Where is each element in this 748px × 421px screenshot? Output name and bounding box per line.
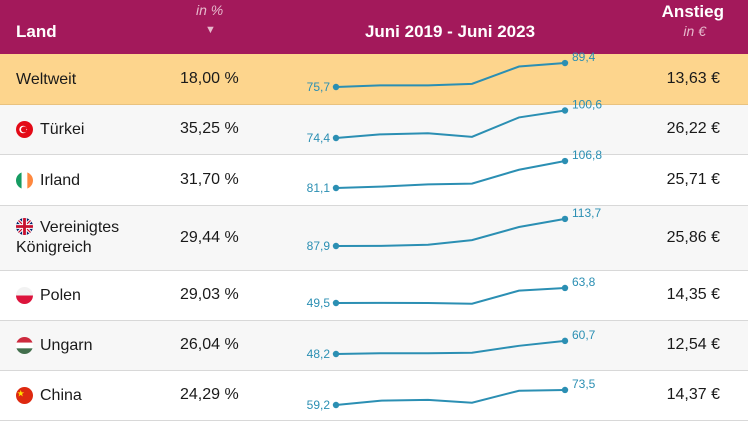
end-value-label: 100,6 <box>572 97 602 111</box>
end-value-label: 113,7 <box>572 206 601 220</box>
end-point <box>561 337 569 345</box>
start-point <box>332 299 340 307</box>
table-row[interactable]: Vereinigtes Königreich 29,44 % 25,86 € <box>0 206 748 271</box>
end-value-label: 89,4 <box>572 50 596 64</box>
column-header-period: Juni 2019 - Juni 2023 <box>364 22 536 41</box>
country-name: Irland <box>40 171 81 189</box>
china-flag-icon <box>16 387 33 404</box>
end-value-label: 106,8 <box>572 148 602 162</box>
table-row[interactable]: Weltweit 18,00 % 13,63 € <box>0 54 748 105</box>
start-value-label: 81,1 <box>307 181 331 195</box>
start-point <box>332 184 340 192</box>
increase-percent: 18,00 % <box>180 69 239 87</box>
column-header-pct-unit: in % <box>196 2 224 18</box>
increase-euro: 25,86 € <box>666 228 720 246</box>
increase-percent: 31,70 % <box>180 170 239 188</box>
increase-euro: 25,71 € <box>666 170 720 188</box>
start-point <box>332 350 340 358</box>
end-value-label: 63,8 <box>572 275 596 289</box>
series-line <box>335 62 566 88</box>
series-line <box>335 388 566 406</box>
end-point <box>561 386 569 394</box>
end-value-label: 73,5 <box>572 377 596 391</box>
series-line <box>335 160 566 189</box>
increase-percent: 24,29 % <box>180 386 239 403</box>
country-name: Weltweit <box>16 70 77 88</box>
increase-euro: 13,63 € <box>666 69 720 87</box>
start-value-label: 48,2 <box>307 347 331 361</box>
start-value-label: 59,2 <box>307 398 331 412</box>
column-header-land[interactable]: Land <box>16 22 57 41</box>
end-point <box>561 215 569 223</box>
start-value-label: 87,9 <box>307 239 331 253</box>
table-header: Land in % ▼ Juni 2019 - Juni 2023 Anstie… <box>0 0 748 54</box>
increase-euro: 14,35 € <box>666 286 720 303</box>
series-line <box>335 217 566 247</box>
country-name: Polen <box>40 287 81 304</box>
end-point <box>561 107 569 114</box>
start-point <box>332 401 340 409</box>
series-line <box>335 339 566 355</box>
increase-percent: 29,44 % <box>180 228 239 246</box>
increase-percent: 29,03 % <box>180 286 239 303</box>
hungary-flag-icon <box>16 337 33 354</box>
increase-euro: 12,54 € <box>666 336 720 353</box>
table-row[interactable]: Irland 31,70 % 25,71 € <box>0 155 748 206</box>
series-line <box>335 109 566 139</box>
start-value-label: 75,7 <box>307 80 331 94</box>
start-value-label: 74,4 <box>307 131 331 145</box>
poland-flag-icon <box>16 287 33 304</box>
end-point <box>561 59 569 67</box>
end-point <box>561 284 569 292</box>
ireland-flag-icon <box>16 171 33 189</box>
increase-percent: 26,04 % <box>180 336 239 353</box>
country-name: China <box>40 387 82 404</box>
table-row[interactable]: Türkei 35,25 % 26,22 € <box>0 105 748 155</box>
series-line <box>335 286 566 305</box>
country-name: Ungarn <box>40 337 93 354</box>
sort-down-icon[interactable]: ▼ <box>205 24 216 36</box>
end-point <box>561 157 569 165</box>
increase-euro: 26,22 € <box>666 120 720 137</box>
column-header-eur-unit: in € <box>683 23 706 39</box>
country-name: Türkei <box>40 121 85 138</box>
start-point <box>332 83 340 91</box>
table-row[interactable]: Polen 29,03 % 14,35 € <box>0 271 748 321</box>
turkey-flag-icon <box>16 121 33 138</box>
column-header-anstieg[interactable]: Anstieg <box>661 2 724 21</box>
country-name: Vereinigtes Königreich <box>16 219 120 256</box>
increase-percent: 35,25 % <box>180 120 239 137</box>
start-point <box>332 242 340 250</box>
start-point <box>332 134 340 142</box>
end-value-label: 60,7 <box>572 328 596 342</box>
table-row[interactable]: Ungarn 26,04 % 12,54 € <box>0 321 748 371</box>
increase-euro: 14,37 € <box>666 386 720 403</box>
start-value-label: 49,5 <box>307 296 331 310</box>
